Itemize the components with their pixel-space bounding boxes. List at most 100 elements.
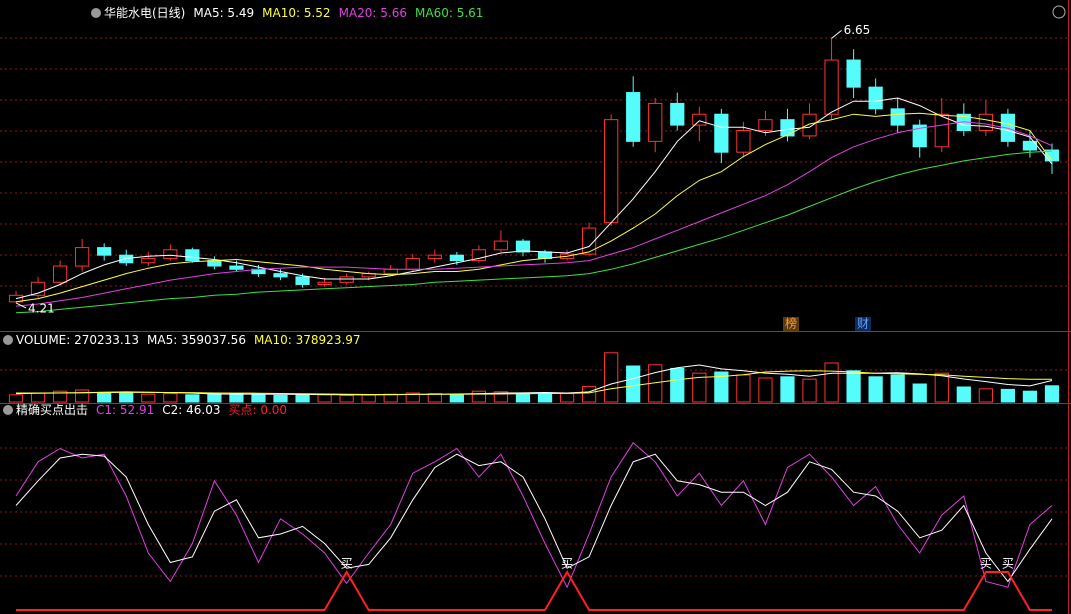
candle-body xyxy=(670,102,685,126)
menu-icon[interactable] xyxy=(91,8,101,18)
volume-bar xyxy=(471,390,487,403)
signal-label: 买 xyxy=(1002,557,1014,571)
candle-body xyxy=(515,240,531,253)
close-icon[interactable] xyxy=(1052,5,1066,19)
volume-bar xyxy=(515,392,531,403)
line xyxy=(16,370,1053,395)
candle-body xyxy=(846,59,861,88)
volume-bar xyxy=(626,365,641,403)
volume-bar xyxy=(604,352,619,403)
candle-body xyxy=(736,130,751,153)
line xyxy=(15,442,1053,589)
line xyxy=(16,570,1052,611)
annotation-leader xyxy=(831,29,842,39)
volume-bar xyxy=(30,392,46,403)
volume-bar xyxy=(361,394,376,403)
volume-bar xyxy=(251,394,266,403)
volume-bar xyxy=(1044,385,1060,403)
candle-body xyxy=(427,254,442,259)
event-box xyxy=(783,317,799,331)
candle-body xyxy=(339,276,354,283)
panel-header: 精确买点出击 C1: 52.91 C2: 46.03 买点: 0.00 xyxy=(16,403,287,417)
event-label: 榜 xyxy=(785,316,797,331)
candle-body xyxy=(978,113,993,132)
header-item: MA5: 5.49 xyxy=(193,6,254,20)
volume-bar xyxy=(824,362,839,403)
line xyxy=(15,121,1053,307)
volume-bar xyxy=(802,378,817,403)
candle-body xyxy=(714,113,729,153)
annotation-leader xyxy=(15,302,27,309)
volume-bar xyxy=(780,376,795,403)
volume-bar xyxy=(912,383,927,403)
volume-bar xyxy=(978,388,993,403)
panel-header: 华能水电(日线) MA5: 5.49 MA10: 5.52 MA20: 5.66 MA6… xyxy=(104,6,483,20)
line xyxy=(15,453,1053,583)
candle-body xyxy=(868,86,883,110)
volume-bar xyxy=(736,374,751,403)
volume-bar xyxy=(581,385,597,403)
candle-body xyxy=(758,119,773,132)
max-price-label: 6.65 xyxy=(844,23,871,37)
volume-bar xyxy=(934,372,949,403)
candle-body xyxy=(163,249,178,259)
event-box xyxy=(855,317,871,331)
volume-bar xyxy=(119,392,134,403)
header-item: MA60: 5.61 xyxy=(415,6,483,20)
candle-body xyxy=(824,59,839,115)
price-grid xyxy=(0,37,1068,577)
candle-body xyxy=(207,260,222,267)
volume-bar xyxy=(427,393,442,403)
volume-bar xyxy=(75,389,90,403)
header-item: VOLUME: 270233.13 xyxy=(16,333,139,347)
volume-bar xyxy=(317,394,332,403)
volume-bar xyxy=(163,393,178,403)
header-icons[interactable] xyxy=(3,5,1066,415)
volume-bar xyxy=(207,393,222,403)
volume-bar xyxy=(890,374,905,403)
candle-body xyxy=(141,257,156,264)
candle-body xyxy=(317,281,332,285)
header-item: 精确买点出击 xyxy=(16,403,88,417)
volume-bar xyxy=(670,367,685,403)
volume-bar xyxy=(714,371,729,403)
signal-label: 买 xyxy=(561,557,573,571)
volume-bar xyxy=(229,393,244,403)
candle-body xyxy=(493,240,509,251)
menu-icon[interactable] xyxy=(3,335,13,345)
volume-bar xyxy=(383,393,398,403)
candle-body xyxy=(229,265,244,270)
event-markers: 榜 财 xyxy=(783,316,871,331)
candle-body xyxy=(295,276,310,285)
candle-body xyxy=(890,108,905,126)
volume-bar xyxy=(52,390,68,403)
header-item: 买点: 0.00 xyxy=(228,403,287,417)
header-item: C2: 46.03 xyxy=(162,403,220,417)
volume-bar xyxy=(8,394,24,403)
candle-body xyxy=(75,247,90,267)
header-item: MA10: 378923.97 xyxy=(254,333,361,347)
volume-bar xyxy=(1000,388,1016,403)
candle-body xyxy=(604,119,619,224)
candle-body xyxy=(383,268,398,275)
volume-bar xyxy=(405,392,420,403)
candle-body xyxy=(52,265,68,283)
signal-label: 买 xyxy=(980,557,992,571)
candle-body xyxy=(405,257,420,270)
volume-bar xyxy=(295,393,310,403)
min-price-label: 4.21 xyxy=(28,301,55,315)
line xyxy=(15,150,1053,314)
volume-bar xyxy=(868,376,883,403)
line xyxy=(15,112,1053,303)
menu-icon[interactable] xyxy=(3,405,13,415)
volume-bar xyxy=(141,393,156,403)
candle-body xyxy=(449,254,464,262)
volume-bar xyxy=(537,393,553,403)
volume-bar xyxy=(493,391,509,403)
panel-header: VOLUME: 270233.13 MA5: 359037.56 MA10: 378… xyxy=(16,333,361,347)
line xyxy=(15,97,1053,300)
candle-body xyxy=(692,113,707,126)
volume-bar xyxy=(97,391,112,403)
volume-bar xyxy=(758,377,773,403)
